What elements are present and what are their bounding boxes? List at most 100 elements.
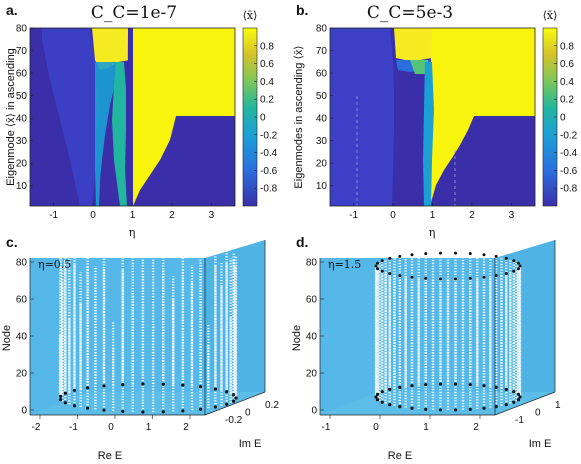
panel-c-ylabel: Im E (239, 438, 262, 450)
heatmap-b-blue-left (330, 28, 394, 206)
eigenvalue-point (213, 387, 218, 391)
eigenvalue-point (512, 269, 516, 273)
x-tick-label: 2 (473, 422, 479, 433)
eigenvalue-point (58, 394, 63, 398)
x-tick-label: 3 (509, 210, 515, 221)
eigenvalue-point (482, 253, 486, 257)
eigenvalue-point (388, 387, 392, 391)
eigenvalue-point (58, 398, 63, 402)
eigenvalue-point (494, 405, 498, 409)
panel-d-annotation: η=1.5 (328, 258, 361, 271)
colorbar-tick-label: 0.2 (260, 95, 274, 106)
y-tick-label: 0.2 (265, 400, 279, 411)
eigenvalue-point (516, 261, 520, 265)
panel-c-xlabel: Re E (98, 450, 122, 462)
colorbar-tick-label: 0.2 (560, 95, 574, 106)
eigenvalue-point (424, 383, 428, 387)
eigenvalue-point (504, 256, 508, 260)
y-tick-label: 10 (16, 181, 28, 192)
z-tick-label: 80 (16, 258, 28, 269)
x-tick-label: 1 (430, 210, 436, 221)
eigenvalue-point (375, 392, 380, 396)
eigenvalue-point (453, 408, 458, 412)
heatmap-a-blue-wedge (42, 28, 100, 206)
panel-a-ylabel: Eigenmode ⟨x̄⟩ in ascending (5, 48, 17, 186)
eigenvalue-point (198, 407, 203, 411)
x-tick-label: -1 (49, 210, 58, 221)
y-tick-label: 60 (16, 69, 28, 80)
panel-d-zlabel: Node (291, 325, 303, 351)
colorbar-tick-label: 0.8 (560, 41, 574, 52)
y-tick-label: 80 (16, 24, 28, 35)
eigenvalue-point (388, 272, 392, 276)
eigenvalue-point (225, 390, 229, 394)
eigenvalue-point (516, 267, 520, 271)
panel-d-label: d. (296, 234, 308, 250)
heatmap-a-yellow-right (128, 28, 235, 206)
panel-a-axes: -1 0 1 2 3 10 20 30 40 50 60 70 80 (16, 24, 215, 222)
heatmap-a-boundary-line (127, 28, 133, 206)
panel-b-heatmap (330, 28, 535, 206)
z-tick-label: 20 (306, 369, 318, 380)
eigenvalue-point (63, 391, 67, 395)
eigenvalue-point (376, 261, 380, 265)
y-tick-label: -1 (515, 415, 524, 426)
eigenvalue-point (398, 385, 402, 389)
colorbar-tick-label: 0.4 (260, 77, 274, 88)
eigenvalue-point (86, 386, 90, 390)
eigenvalue-point (72, 404, 77, 408)
panel-c-annotation: η=0.5 (38, 258, 71, 271)
y-tick-label: 20 (16, 159, 28, 170)
eigenvalue-point (504, 387, 508, 391)
eigenvalue-point (102, 384, 106, 388)
eigenvalue-point (468, 407, 472, 411)
eigenvalue-point (454, 251, 458, 255)
panel-a-xlabel: η (129, 226, 136, 239)
panel-d-axes: 0 20 40 60 80 -1 0 1 2 -1 0 1 (306, 258, 561, 434)
x-tick-label: 1 (423, 422, 429, 433)
colorbar-tick-label: -0.8 (560, 184, 578, 195)
eigenvalue-point (380, 269, 384, 273)
panel-a-heatmap (30, 28, 235, 206)
eigenvalue-point (232, 399, 236, 403)
x-tick-label: -1 (322, 422, 331, 433)
x-tick-label: 0 (390, 210, 396, 221)
eigenvalue-point (518, 395, 522, 399)
y-tick-label: 40 (16, 114, 28, 125)
eigenvalue-point (86, 406, 90, 410)
heatmap-b-green-spot (410, 60, 428, 74)
panel-a: a. C_C=1e-7 -1 0 1 2 3 10 20 30 40 50 60 70 80 Eigen… (5, 2, 278, 239)
eigenvalue-point (398, 274, 402, 278)
y-tick-label: 50 (16, 91, 28, 102)
eigenvalue-point (438, 382, 443, 386)
panel-c-back-wall (30, 258, 205, 415)
eigenvalue-point (388, 256, 392, 260)
z-tick-label: 40 (16, 332, 28, 343)
x-tick-label: 2 (469, 210, 475, 221)
eigenvalue-point (410, 275, 414, 279)
y-tick-label: 1 (555, 400, 561, 411)
eigenvalue-point (454, 277, 458, 281)
panel-d-box-edges (319, 240, 556, 416)
x-tick-label: 0 (90, 210, 96, 221)
panel-b-ylabel: Eigenmodes in ascending ⟨x̄⟩ (293, 45, 305, 188)
x-tick-label: 0 (108, 422, 114, 433)
panel-d-xlabel: Re E (388, 450, 412, 462)
eigenvalue-point (494, 274, 498, 278)
eigenvalue-point (380, 390, 384, 394)
eigenvalue-point (374, 264, 378, 268)
z-tick-label: 0 (21, 406, 27, 417)
eigenvalue-point (453, 382, 458, 386)
z-tick-label: 60 (306, 295, 318, 306)
eigenvalue-point (516, 398, 521, 402)
colorbar-b-label: ⟨x̄⟩ (543, 9, 558, 22)
panel-a-label: a. (6, 2, 18, 18)
x-tick-label: 1 (146, 422, 152, 433)
y-tick-label: 80 (316, 24, 328, 35)
eigenvalue-point (482, 275, 486, 279)
y-tick-label: -0.2 (225, 415, 243, 426)
colorbar-tick-label: -0.4 (560, 148, 578, 159)
eigenvalue-point (141, 382, 145, 386)
eigenvalue-point (375, 398, 380, 402)
